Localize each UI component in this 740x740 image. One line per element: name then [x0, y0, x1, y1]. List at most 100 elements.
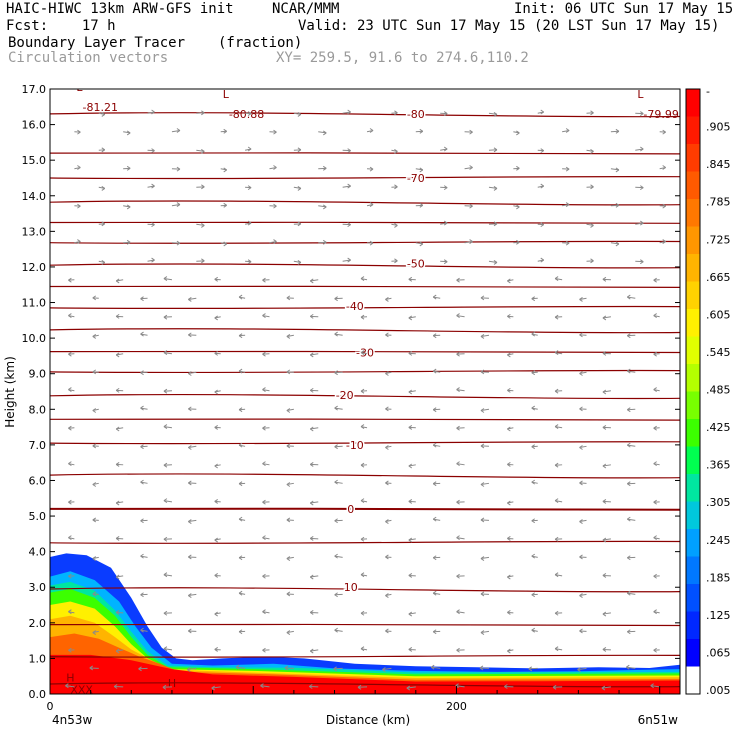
wind-vector-head: [480, 630, 485, 635]
wind-vector-head: [92, 408, 97, 413]
wind-vector: [163, 500, 173, 503]
wind-vector: [163, 278, 173, 281]
wind-vector-head: [247, 220, 252, 226]
wind-vector-head: [602, 499, 607, 504]
wind-vector-head: [627, 590, 631, 596]
wind-vector: [342, 259, 351, 262]
wind-vector: [577, 667, 587, 671]
wind-vector-head: [408, 611, 413, 617]
wind-vector: [406, 686, 416, 689]
wind-vector-head: [92, 517, 97, 523]
colorbar-swatch: [686, 639, 700, 667]
wind-vector-head: [140, 296, 144, 302]
wind-vector-head: [615, 202, 620, 208]
wind-vector-head: [554, 424, 559, 430]
wind-vector-head: [360, 424, 365, 430]
colorbar-label: .725: [706, 233, 731, 246]
wind-vector-head: [297, 260, 302, 265]
wind-vector-head: [385, 406, 389, 412]
wind-vector-head: [531, 479, 536, 485]
wind-vector-head: [68, 351, 72, 357]
colorbar-label: .005: [706, 684, 731, 697]
wind-vector-head: [92, 369, 97, 375]
wind-vector-head: [590, 258, 594, 264]
high-marker: H: [66, 672, 74, 685]
wind-vector-head: [360, 462, 365, 468]
wind-vector-head: [653, 461, 657, 467]
wind-vector-head: [443, 185, 448, 191]
wind-vector-head: [115, 461, 120, 467]
wind-vector-head: [394, 184, 398, 190]
wind-vector-head: [493, 221, 498, 227]
temperature-contour: [50, 221, 680, 224]
wind-vector-head: [653, 277, 657, 283]
wind-vector-head: [419, 241, 424, 247]
field-name: Boundary Layer Tracer: [8, 35, 186, 51]
wind-vector-head: [419, 128, 424, 134]
wind-vector-head: [101, 147, 106, 153]
wind-vector: [480, 630, 490, 634]
wind-vector-head: [68, 425, 72, 431]
wind-vector-head: [140, 331, 144, 337]
temperature-contour: [50, 540, 680, 544]
wind-vector-head: [507, 461, 511, 467]
wind-vector-head: [554, 572, 559, 578]
wind-vector-head: [480, 369, 485, 375]
wind-vector-head: [528, 666, 533, 672]
wind-vector: [236, 666, 246, 669]
wind-vector-head: [627, 333, 631, 339]
wind-vector-head: [247, 111, 252, 117]
wind-vector-head: [223, 167, 227, 173]
wind-vector-head: [516, 204, 520, 210]
wind-vector-head: [163, 498, 168, 504]
y-tick-label: 17.0: [22, 83, 47, 96]
wind-vector-head: [456, 425, 460, 431]
wind-vector-head: [151, 183, 155, 189]
wind-vector: [464, 241, 473, 244]
wind-vector: [488, 260, 498, 263]
wind-vector: [310, 649, 319, 652]
wind-vector-head: [369, 128, 374, 133]
wind-vector: [310, 279, 319, 282]
wind-vector: [456, 537, 465, 540]
wind-vector-head: [554, 536, 559, 542]
wind-vector-head: [507, 648, 511, 654]
wind-vector-head: [504, 684, 508, 689]
wind-vector: [171, 130, 181, 133]
wind-vector-head: [214, 611, 218, 617]
wind-vector-head: [579, 628, 583, 634]
wind-vector-head: [262, 313, 266, 318]
wind-vector-head: [507, 536, 511, 541]
wind-vector-head: [601, 685, 606, 691]
wind-vector-head: [77, 129, 81, 135]
wind-vector-head: [309, 461, 314, 467]
wind-vector-head: [151, 257, 155, 263]
title-left: HAIC-HIWC 13km ARW-GFS init: [6, 1, 234, 17]
y-tick-label: 16.0: [22, 119, 47, 132]
wind-vector: [627, 370, 636, 373]
wind-vector-head: [163, 646, 168, 652]
temperature-contour: [50, 682, 680, 688]
tracer-field: [50, 553, 680, 694]
wind-vector-head: [360, 314, 365, 320]
contour-label: 10: [344, 581, 358, 594]
contour-label: -70: [407, 172, 425, 185]
wind-vector-head: [92, 556, 97, 561]
wind-vector-head: [653, 609, 657, 615]
y-tick-label: 12.0: [22, 261, 47, 274]
wind-vector-head: [140, 444, 144, 450]
wind-vector-head: [653, 647, 657, 653]
wind-vector-head: [65, 683, 69, 689]
wind-vector-head: [554, 350, 559, 355]
wind-vector-head: [238, 629, 243, 635]
wind-vector-head: [223, 128, 227, 134]
wind-vector-head: [201, 110, 205, 116]
wind-vector: [627, 444, 636, 447]
wind-vector-head: [602, 389, 607, 395]
wind-vector-head: [653, 387, 657, 393]
wind-vector: [310, 427, 319, 430]
wind-vector-head: [394, 258, 398, 264]
wind-vector-head: [480, 556, 485, 561]
wind-vector-head: [507, 426, 511, 432]
